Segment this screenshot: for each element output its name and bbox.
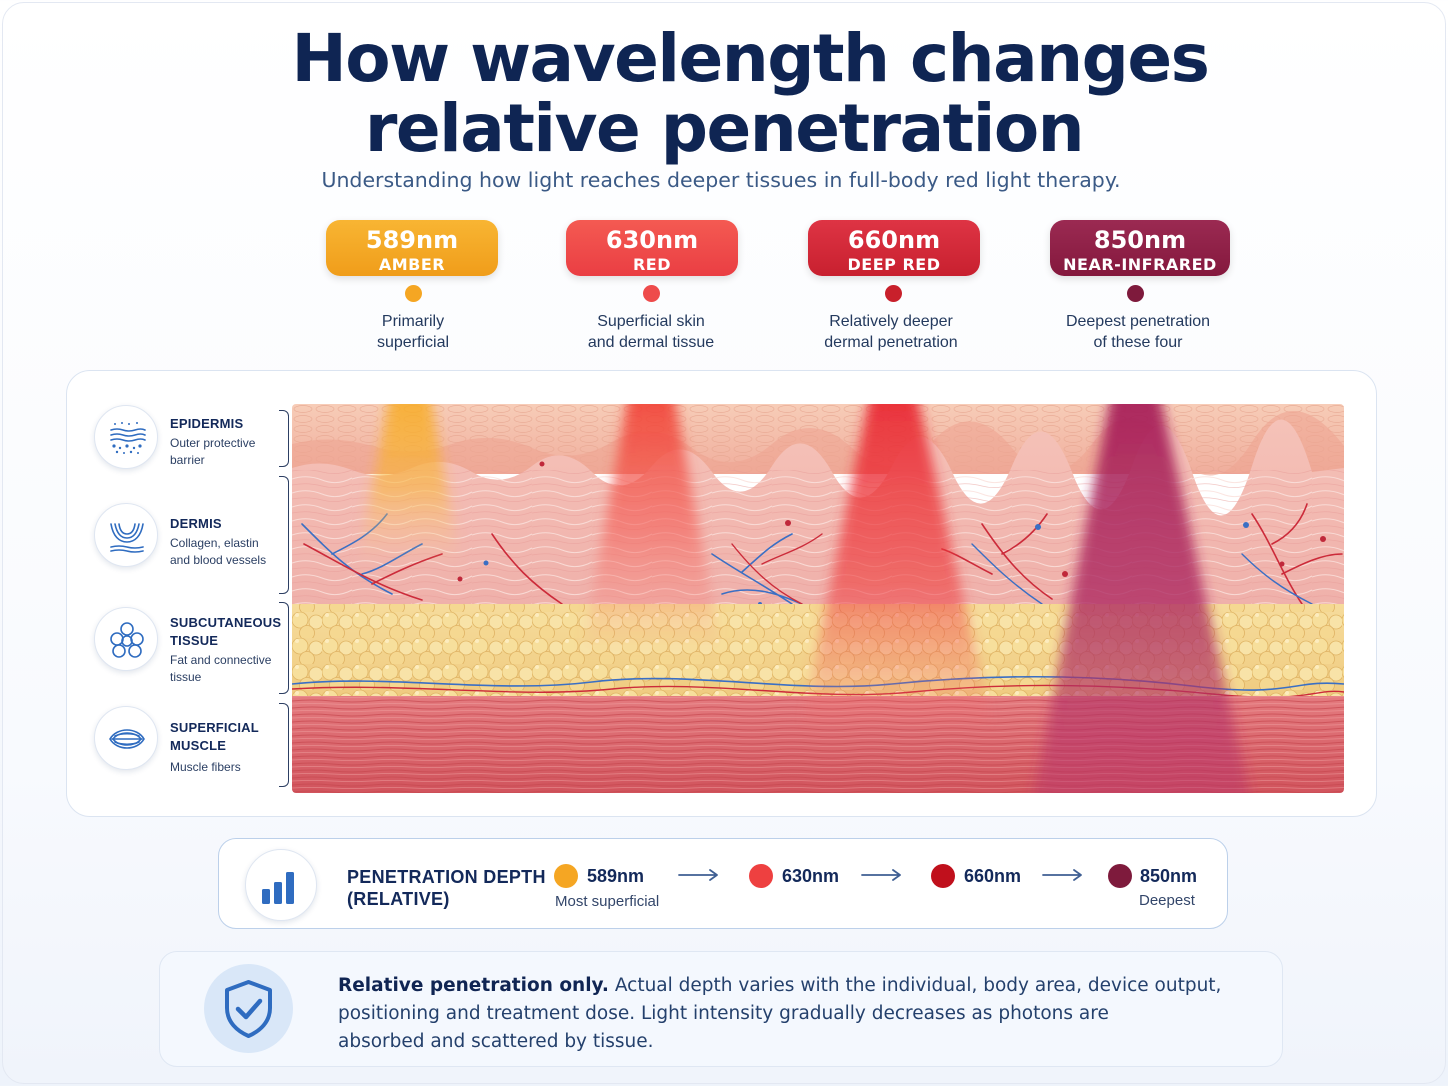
fat-cells-icon	[94, 607, 158, 671]
layer-label-muscle: SUPERFICIAL MUSCLE Muscle fibers	[170, 719, 280, 776]
description-line: Relatively deeper	[829, 313, 953, 330]
layer-name: SUPERFICIAL	[170, 720, 259, 735]
wavelength-description-850: Deepest penetration of these four	[1028, 311, 1248, 353]
description-line: of these four	[1093, 334, 1183, 351]
legend-dot-850	[1108, 864, 1132, 888]
wavelength-nm: 630nm	[605, 226, 699, 254]
description-line: and dermal tissue	[587, 334, 715, 351]
skin-layers-icon	[94, 405, 158, 469]
disclaimer-line-1-text: Actual depth varies with the individual,…	[608, 975, 1222, 996]
legend-label-630: 630nm	[782, 866, 840, 886]
layer-description-line: Muscle fibers	[170, 760, 241, 774]
layer-description-line: barrier	[170, 453, 205, 467]
layer-description-line: Fat and connective	[170, 653, 272, 667]
disclaimer-text: Relative penetration only. Actual depth …	[338, 972, 1238, 1056]
disclaimer-line-2: positioning and treatment dose. Light in…	[338, 1003, 1109, 1024]
wavelength-dot-660	[885, 285, 902, 302]
layer-name: TISSUE	[170, 633, 219, 648]
description-line: dermal penetration	[824, 334, 958, 351]
layer-bracket-muscle	[279, 703, 289, 787]
wavelength-description-660: Relatively deeper dermal penetration	[781, 311, 1001, 353]
legend-label-589: 589nm	[587, 866, 645, 886]
wavelength-description-630: Superficial skin and dermal tissue	[541, 311, 761, 353]
tissue-cross-section	[292, 404, 1344, 793]
layer-name: EPIDERMIS	[170, 416, 244, 431]
layer-description-line: Collagen, elastin	[170, 536, 259, 550]
layer-name: SUBCUTANEOUS	[170, 615, 282, 630]
disclaimer-line-1: Relative penetration only. Actual depth …	[338, 972, 1238, 1000]
shield-check-icon	[204, 964, 293, 1053]
disclaimer-card	[159, 951, 1283, 1067]
bar-chart-icon	[245, 849, 317, 921]
layer-description-line: and blood vessels	[170, 553, 267, 567]
description-line: superficial	[376, 334, 450, 351]
layer-label-dermis: DERMIS Collagen, elastin and blood vesse…	[170, 515, 280, 569]
wavelength-dot-589	[405, 285, 422, 302]
disclaimer-line-3: absorbed and scattered by tissue.	[338, 1031, 654, 1052]
wavelength-badge-589: 589nm AMBER	[326, 220, 498, 276]
penetration-legend-card	[218, 838, 1228, 929]
legend-label-660: 660nm	[964, 866, 1022, 886]
wavelength-badge-630: 630nm RED	[566, 220, 738, 276]
legend-dot-630	[749, 864, 773, 888]
page-subtitle: Understanding how light reaches deeper t…	[321, 168, 1121, 192]
arrow-right-icon	[1042, 869, 1082, 881]
legend-note-589: Most superficial	[555, 893, 660, 910]
wavelength-name: RED	[632, 255, 672, 274]
layer-description-line: Outer protective	[170, 436, 256, 450]
layer-bracket-subcutaneous	[279, 602, 289, 694]
arrow-right-icon	[861, 869, 901, 881]
legend-title-line: PENETRATION DEPTH	[347, 867, 546, 887]
wavelength-dot-850	[1127, 285, 1144, 302]
legend-dot-660	[931, 864, 955, 888]
layer-bracket-dermis	[279, 476, 289, 594]
wavelength-nm: 589nm	[365, 226, 459, 254]
wavelength-badge-850: 850nm NEAR-INFRARED	[1050, 220, 1230, 276]
wavelength-name: NEAR-INFRARED	[1063, 255, 1217, 274]
muscle-fibers-icon	[94, 706, 158, 770]
layer-description-line: tissue	[170, 670, 202, 684]
wavelength-name: AMBER	[378, 255, 446, 274]
legend-title: PENETRATION DEPTH (RELATIVE)	[347, 866, 546, 910]
description-line: Primarily	[381, 313, 445, 330]
arrow-right-icon	[678, 869, 718, 881]
legend-dot-589	[554, 864, 578, 888]
description-line: Superficial skin	[597, 313, 705, 330]
wavelength-dot-630	[643, 285, 660, 302]
collagen-fibers-icon	[94, 503, 158, 567]
layer-name: DERMIS	[170, 516, 222, 531]
wavelength-name: DEEP RED	[847, 255, 941, 274]
disclaimer-bold: Relative penetration only.	[338, 975, 609, 996]
page-title-line-1: How wavelength changes	[291, 20, 1210, 97]
wavelength-badge-660: 660nm DEEP RED	[808, 220, 980, 276]
wavelength-nm: 660nm	[847, 226, 941, 254]
layer-name: MUSCLE	[170, 738, 227, 753]
description-line: Deepest penetration	[1065, 313, 1211, 330]
legend-label-850: 850nm	[1140, 866, 1198, 886]
wavelength-nm: 850nm	[1093, 226, 1187, 254]
legend-title-line: (RELATIVE)	[347, 889, 450, 909]
wavelength-description-589: Primarily superficial	[303, 311, 523, 353]
legend-note-850: Deepest	[1139, 892, 1195, 909]
layer-label-epidermis: EPIDERMIS Outer protective barrier	[170, 415, 280, 469]
page-title-line-2: relative penetration	[364, 90, 1085, 167]
layer-bracket-epidermis	[279, 410, 289, 467]
layer-label-subcutaneous: SUBCUTANEOUS TISSUE Fat and connective t…	[170, 614, 282, 686]
